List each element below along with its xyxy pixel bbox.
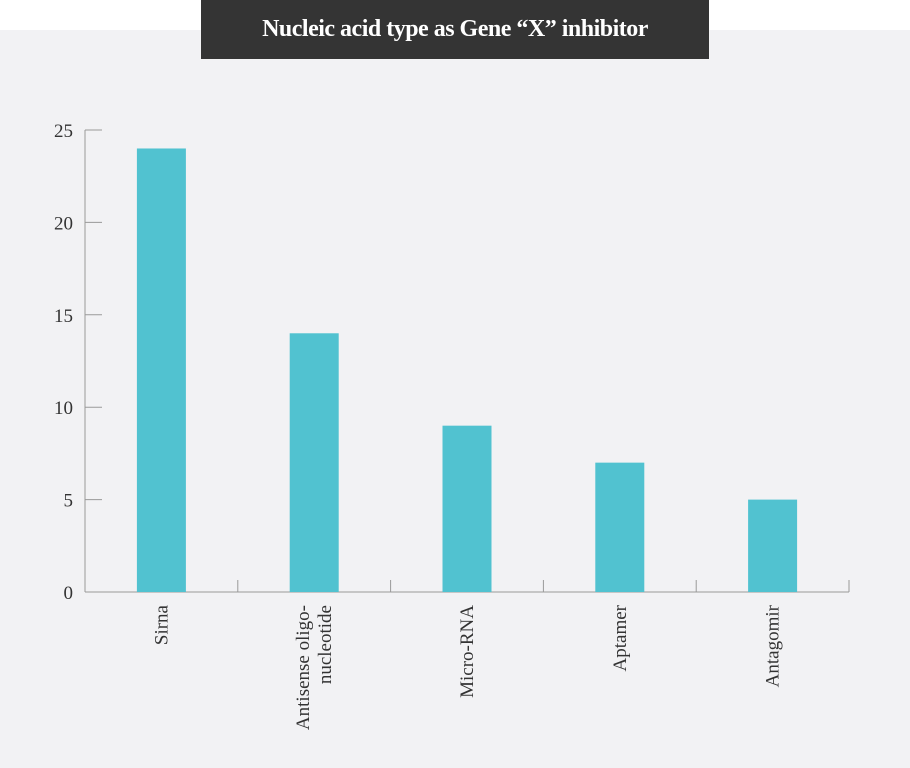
bar: [136, 148, 186, 593]
y-tick-label: 10: [54, 398, 73, 419]
bar: [595, 462, 645, 592]
y-tick-label: 25: [54, 121, 73, 142]
y-tick-label: 15: [54, 306, 73, 327]
x-category-label: nucleotide: [315, 605, 336, 684]
chart-title: Nucleic acid type as Gene “X” inhibitor: [201, 0, 709, 59]
x-category-label: Antisense oligo-: [293, 605, 314, 730]
y-tick-label: 0: [64, 583, 74, 604]
bar: [748, 499, 798, 592]
bar: [289, 333, 339, 592]
y-tick-label: 20: [54, 213, 73, 234]
bar: [442, 425, 492, 592]
x-category-label: Sirna: [151, 604, 172, 645]
y-tick-label: 5: [64, 491, 74, 512]
x-category-label: Antagomir: [763, 604, 784, 687]
x-category-label: Micro-RNA: [457, 605, 478, 698]
x-category-label: Aptamer: [610, 604, 631, 671]
